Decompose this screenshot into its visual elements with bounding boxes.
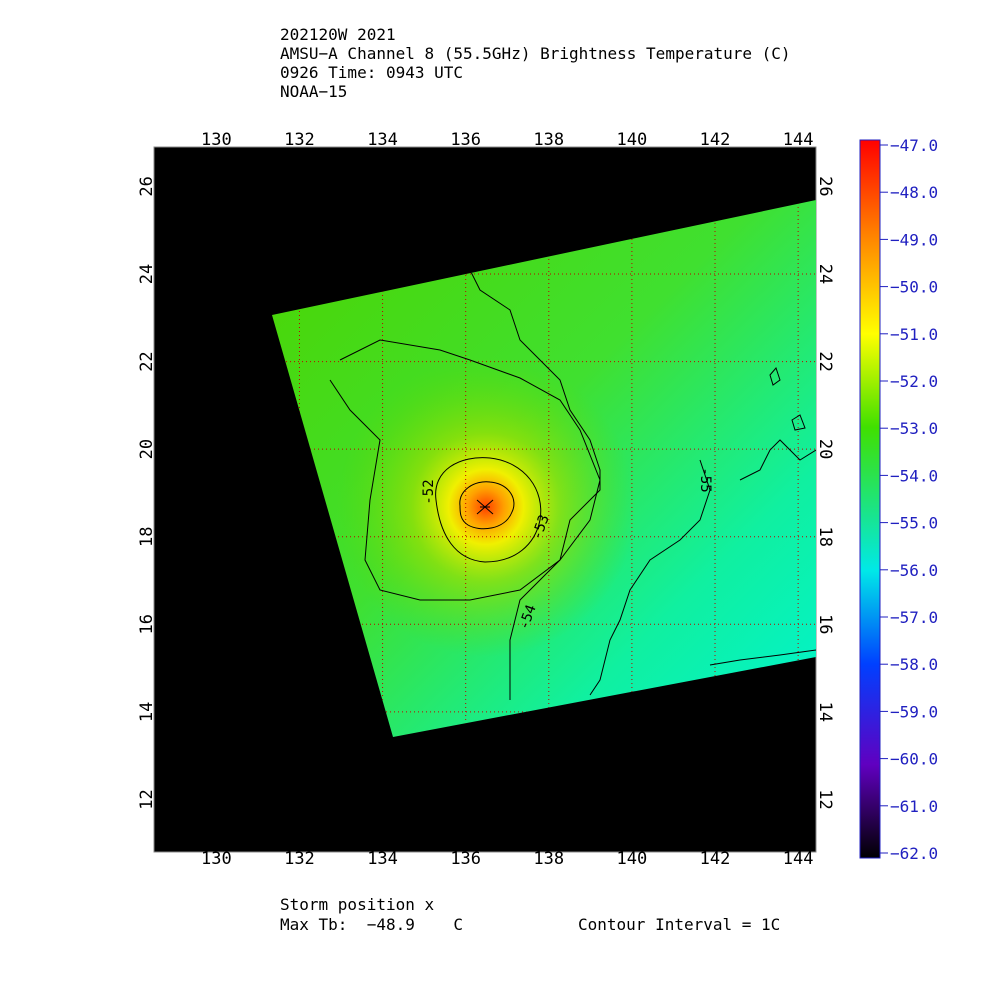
colorbar-tick-label: −55.0 <box>890 514 938 533</box>
y-tick-label-right: 18 <box>815 526 835 546</box>
y-tick-label-right: 24 <box>815 264 835 284</box>
y-tick-label-left: 18 <box>137 526 157 546</box>
colorbar-tick-label: −59.0 <box>890 702 938 721</box>
y-tick-label-right: 22 <box>815 351 835 371</box>
storm-marker <box>476 499 494 515</box>
colorbar-tick-label: −54.0 <box>890 466 938 485</box>
x-tick-label-top: 138 <box>533 130 564 150</box>
colorbar-tick-label: −51.0 <box>890 325 938 344</box>
y-tick-label-right: 26 <box>815 176 835 196</box>
y-tick-label-right: 20 <box>815 439 835 459</box>
x-tick-label-top: 140 <box>617 130 648 150</box>
y-tick-label-right: 12 <box>815 789 835 809</box>
colorbar <box>859 139 881 859</box>
storm-position: Storm position x <box>280 895 434 914</box>
colorbar-tick-label: −60.0 <box>890 750 938 769</box>
y-tick-label-left: 22 <box>137 351 157 371</box>
x-tick-label-bottom: 140 <box>617 849 648 869</box>
colorbar-tick-label: −47.0 <box>890 136 938 155</box>
colorbar-tick-label: −50.0 <box>890 278 938 297</box>
max-tb: Max Tb: −48.9 C <box>280 915 463 934</box>
contour-label: -55 <box>697 467 713 492</box>
title-line: AMSU−A Channel 8 (55.5GHz) Brightness Te… <box>280 44 791 63</box>
colorbar-tick-label: −61.0 <box>890 797 938 816</box>
y-tick-label-left: 12 <box>137 789 157 809</box>
title-line: NOAA−15 <box>280 82 347 101</box>
colorbar-tick-label: −48.0 <box>890 183 938 202</box>
x-tick-label-top: 132 <box>284 130 315 150</box>
x-tick-label-bottom: 130 <box>201 849 232 869</box>
colorbar-tick-label: −56.0 <box>890 561 938 580</box>
y-tick-label-left: 16 <box>137 614 157 634</box>
contour-label: -52 <box>421 479 437 504</box>
colorbar-tick-label: −57.0 <box>890 608 938 627</box>
x-tick-label-bottom: 134 <box>367 849 398 869</box>
title-line: 0926 Time: 0943 UTC <box>280 63 463 82</box>
colorbar-tick-label: −52.0 <box>890 372 938 391</box>
x-tick-label-bottom: 144 <box>783 849 814 869</box>
colorbar-tick-label: −49.0 <box>890 230 938 249</box>
colorbar-tick-label: −58.0 <box>890 655 938 674</box>
y-tick-label-left: 26 <box>137 176 157 196</box>
x-tick-label-bottom: 138 <box>533 849 564 869</box>
x-tick-label-top: 136 <box>450 130 481 150</box>
x-tick-label-top: 130 <box>201 130 232 150</box>
x-tick-label-top: 134 <box>367 130 398 150</box>
x-tick-label-bottom: 132 <box>284 849 315 869</box>
colorbar-tick-label: −62.0 <box>890 844 938 863</box>
x-tick-label-bottom: 136 <box>450 849 481 869</box>
x-tick-label-top: 142 <box>700 130 731 150</box>
colorbar-tick-label: −53.0 <box>890 419 938 438</box>
y-tick-label-left: 24 <box>137 264 157 284</box>
contours <box>329 269 816 700</box>
x-tick-label-top: 144 <box>783 130 814 150</box>
y-tick-label-right: 16 <box>815 614 835 634</box>
x-tick-label-bottom: 142 <box>700 849 731 869</box>
y-tick-label-right: 14 <box>815 702 835 722</box>
y-tick-label-left: 14 <box>137 702 157 722</box>
y-tick-label-left: 20 <box>137 439 157 459</box>
title-line: 202120W 2021 <box>280 25 396 44</box>
contour-interval: Contour Interval = 1C <box>578 915 780 934</box>
